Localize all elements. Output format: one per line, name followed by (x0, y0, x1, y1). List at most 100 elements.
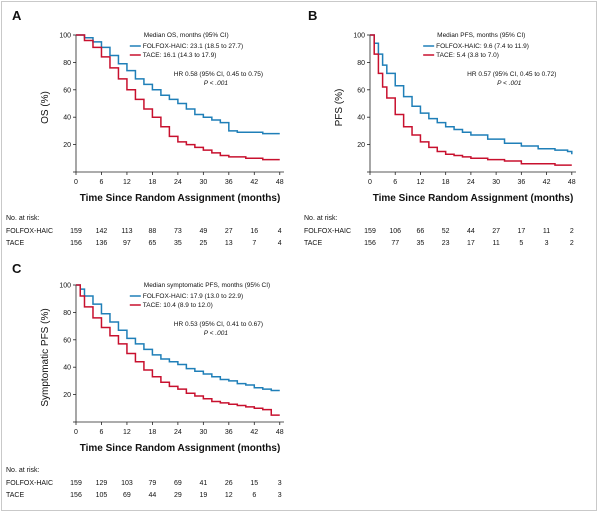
risk-cell: 113 (121, 228, 133, 235)
legend-entry-tace: TACE: 5.4 (3.8 to 7.0) (436, 52, 499, 59)
y-axis-label: OS (%) (40, 91, 51, 124)
hazard-ratio: HR 0.57 (95% CI, 0.45 to 0.72) (467, 71, 556, 78)
x-tick-label: 18 (149, 179, 157, 186)
panel-pfs: B 20 40 60 80 100 0 6 12 18 24 30 36 42 48 Time Since … (298, 0, 598, 260)
risk-row-label: FOLFOX-HAIC (304, 228, 352, 235)
risk-row-label: TACE (6, 240, 25, 247)
x-tick-label: 12 (123, 429, 131, 436)
legend-title: Median symptomatic PFS, months (95% CI) (144, 282, 270, 289)
x-tick-label: 12 (417, 179, 425, 186)
x-axis-label: Time Since Random Assignment (months) (373, 193, 574, 204)
panel-label-b: B (308, 8, 318, 23)
chart-symptomatic-pfs: 20 40 60 80 100 0 6 12 18 24 30 36 42 48 Time Since Ra… (40, 282, 284, 454)
risk-cell: 27 (492, 228, 500, 235)
risk-header: No. at risk: (304, 215, 338, 222)
risk-cell: 159 (364, 228, 376, 235)
x-tick-label: 0 (368, 179, 372, 186)
y-tick-label: 80 (357, 60, 365, 67)
risk-cell: 106 (389, 228, 402, 235)
risk-cell: 159 (70, 480, 82, 487)
risk-cell: 13 (224, 240, 233, 247)
risk-cell: 105 (95, 492, 108, 499)
risk-row-label: TACE (304, 240, 323, 247)
risk-table-symptomatic-pfs: No. at risk: FOLFOX-HAIC TACE 159 129 103 7… (6, 465, 300, 505)
y-tick-label: 60 (63, 87, 71, 94)
risk-table-os: No. at risk: FOLFOX-HAIC TACE 159 142 113 8… (6, 213, 300, 253)
risk-row-label: FOLFOX-HAIC (6, 228, 54, 235)
risk-cell: 69 (123, 492, 131, 499)
panel-label-c: C (12, 261, 22, 276)
y-tick-label: 40 (357, 115, 365, 122)
x-tick-label: 24 (174, 179, 182, 186)
x-axis-label: Time Since Random Assignment (months) (80, 193, 281, 204)
risk-cell: 65 (148, 240, 157, 247)
risk-cell: 19 (199, 492, 208, 499)
legend-title: Median OS, months (95% CI) (144, 32, 229, 39)
chart-os: 20 40 60 80 100 0 6 12 18 24 30 36 42 48 Time Since Ra… (40, 32, 284, 204)
risk-cell: 156 (70, 240, 82, 247)
x-tick-label: 42 (250, 179, 258, 186)
risk-cell: 2 (569, 228, 574, 235)
risk-cell: 23 (441, 240, 450, 247)
x-axis-label: Time Since Random Assignment (months) (80, 443, 281, 454)
x-tick-label: 24 (467, 179, 475, 186)
x-tick-label: 24 (174, 429, 182, 436)
x-tick-label: 42 (543, 179, 551, 186)
y-tick-label: 100 (353, 33, 365, 40)
panel-symptomatic-pfs: C 20 40 60 80 100 0 6 12 18 24 30 36 42 48 Time Since … (0, 255, 300, 513)
risk-cell: 17 (466, 240, 475, 247)
risk-cell: 7 (252, 240, 257, 247)
risk-cell: 129 (95, 480, 108, 487)
risk-cell: 156 (364, 240, 376, 247)
x-tick-label: 42 (250, 429, 258, 436)
risk-cell: 2 (569, 240, 574, 247)
y-axis-label: PFS (%) (334, 89, 345, 127)
risk-cell: 29 (173, 492, 182, 499)
risk-cell: 12 (224, 492, 233, 499)
risk-cell: 69 (173, 480, 182, 487)
x-tick-label: 18 (442, 179, 450, 186)
x-tick-label: 48 (276, 179, 284, 186)
risk-cell: 44 (466, 228, 475, 235)
y-tick-label: 100 (59, 283, 71, 290)
risk-cell: 103 (121, 480, 133, 487)
legend-entry-tace: TACE: 16.1 (14.3 to 17.9) (143, 52, 217, 59)
km-curve-tace (76, 34, 280, 161)
legend-entry-folfox: FOLFOX-HAIC: 17.9 (13.0 to 22.9) (143, 293, 243, 300)
chart-pfs: 20 40 60 80 100 0 6 12 18 24 30 36 42 48 Time Since Ra… (334, 32, 576, 204)
km-curve-folfox (76, 34, 280, 135)
risk-cell: 66 (416, 228, 425, 235)
risk-cell: 73 (173, 228, 182, 235)
risk-cell: 136 (95, 240, 108, 247)
hazard-ratio: HR 0.53 (95% CI, 0.41 to 0.67) (174, 321, 263, 328)
y-tick-label: 60 (63, 337, 71, 344)
risk-cell: 3 (277, 492, 282, 499)
y-axis-label: Symptomatic PFS (%) (40, 308, 51, 406)
y-tick-label: 80 (63, 60, 71, 67)
p-value: P < .001 (497, 80, 522, 87)
x-tick-label: 12 (123, 179, 131, 186)
km-curve-tace (370, 34, 572, 166)
legend-entry-folfox: FOLFOX-HAIC: 23.1 (18.5 to 27.7) (143, 43, 243, 50)
risk-cell: 44 (148, 492, 157, 499)
risk-header: No. at risk: (6, 467, 40, 474)
x-tick-label: 30 (492, 179, 500, 186)
risk-cell: 27 (224, 228, 233, 235)
x-tick-label: 18 (149, 429, 157, 436)
y-tick-label: 20 (63, 142, 71, 149)
x-tick-label: 0 (74, 429, 78, 436)
hazard-ratio: HR 0.58 (95% CI, 0.45 to 0.75) (174, 71, 263, 78)
risk-cell: 49 (199, 228, 208, 235)
risk-row-label: TACE (6, 492, 25, 499)
risk-table-pfs: No. at risk: FOLFOX-HAIC TACE 159 106 66 52… (304, 213, 598, 253)
risk-cell: 11 (492, 240, 500, 247)
risk-cell: 97 (123, 240, 131, 247)
risk-cell: 3 (277, 480, 282, 487)
x-tick-label: 6 (393, 179, 397, 186)
risk-cell: 156 (70, 492, 82, 499)
x-tick-label: 36 (225, 429, 233, 436)
risk-cell: 4 (277, 228, 282, 235)
y-tick-label: 80 (63, 310, 71, 317)
risk-cell: 6 (252, 492, 257, 499)
